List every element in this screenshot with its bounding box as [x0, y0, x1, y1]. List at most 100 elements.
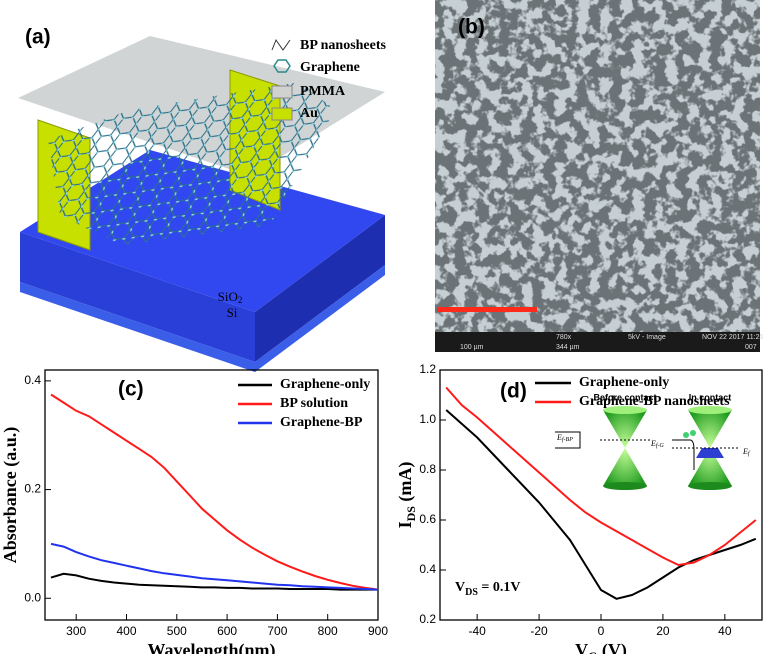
label-part: G	[588, 649, 597, 654]
pmma-icon	[271, 85, 293, 99]
label-part: (V)	[597, 640, 627, 654]
x-tick-label: 600	[217, 624, 237, 638]
y-tick-label: 0.2	[24, 482, 41, 496]
legend-text: Graphene-BP	[280, 415, 363, 430]
x-tick-label: 300	[66, 624, 86, 638]
electron	[690, 430, 696, 436]
inset-text: In contact	[689, 392, 732, 402]
cone-top	[688, 406, 732, 414]
sub: f-BP	[562, 436, 573, 443]
label-part: V	[575, 640, 588, 654]
y-tick-label: 0.4	[24, 373, 41, 387]
y-tick-label: 1.2	[419, 362, 436, 376]
x-tick-label: 400	[116, 624, 136, 638]
slab-right	[255, 215, 385, 362]
info-text: 5kV - Image	[628, 334, 666, 341]
panel-label: (b)	[458, 16, 485, 39]
sub: f	[748, 450, 751, 457]
x-tick-label: 800	[318, 624, 338, 638]
device-schematic: SiO2 Si (a) BP nanosheets Graphene PMMA …	[18, 26, 387, 372]
legend-text: PMMA	[300, 84, 346, 99]
panel-label: (c)	[118, 378, 144, 401]
plot-frame	[44, 369, 379, 621]
inset-text: Before contact	[593, 392, 656, 402]
y-tick-label: 0.2	[419, 612, 436, 626]
info-text: 344 µm	[556, 344, 580, 351]
cone	[603, 410, 647, 486]
legend-text: BP solution	[280, 396, 348, 411]
label-part: DS	[404, 506, 418, 522]
band-inset: Before contact In contact Ef-BP Ef-G Ef	[555, 392, 751, 490]
label-part: I	[395, 521, 415, 528]
sub: f-G	[656, 442, 665, 449]
inset-text: Ef-BP	[556, 433, 573, 444]
label-part: (mA)	[395, 462, 416, 506]
graphene-icon	[273, 59, 291, 73]
label-part: = 0.1V	[478, 580, 521, 595]
panel-label: (a)	[25, 26, 51, 49]
depletion	[696, 448, 724, 458]
x-tick-label: 20	[656, 624, 670, 638]
info-text: NOV 22 2017 11:25	[702, 334, 763, 341]
x-tick-label: -40	[468, 624, 486, 638]
inset-text: Ef-G	[650, 439, 665, 450]
bp-box	[555, 431, 581, 449]
x-axis-label: Wavelength(nm)	[148, 640, 276, 654]
x-tick-label: 700	[267, 624, 287, 638]
annotation: VDS = 0.1V	[455, 580, 521, 598]
panel-label: (d)	[500, 380, 527, 403]
sio2-sub: 2	[238, 295, 243, 305]
bp-icon	[271, 38, 291, 51]
data-line	[50, 393, 379, 591]
info-text: 007	[745, 344, 757, 351]
cone-top	[603, 406, 647, 414]
si-layer	[20, 265, 385, 372]
scale-bar	[437, 307, 537, 312]
band-bend	[672, 439, 695, 470]
axis-label: IDS (mA)	[395, 462, 418, 529]
x-tick-label: 500	[167, 624, 187, 638]
data-line	[445, 386, 757, 567]
y-axis-label: Absorbance (a.u.)	[0, 427, 21, 564]
x-tick-label: -20	[530, 624, 548, 638]
y-tick-label: 0.0	[24, 590, 41, 604]
y-tick-label: 1.0	[419, 412, 436, 426]
graphene	[48, 82, 335, 245]
e: E	[650, 439, 656, 448]
y-tick-label: 0.8	[419, 462, 436, 476]
info-text: 100 µm	[460, 344, 484, 351]
inset-text: Ef	[742, 447, 751, 458]
legend-text: BP nanosheets	[300, 38, 387, 53]
y-tick-label: 0.6	[419, 512, 436, 526]
cone	[688, 410, 732, 486]
sio2-text: SiO	[218, 289, 238, 304]
legend-text: Graphene-BP nanosheets	[579, 394, 730, 409]
data-line	[50, 572, 378, 591]
au-icon	[271, 107, 293, 121]
x-tick-label: 0	[598, 624, 605, 638]
legend-text: Graphene-only	[280, 377, 370, 392]
legend-text: Graphene-only	[579, 375, 669, 390]
data-line	[50, 542, 379, 591]
electron	[683, 432, 689, 438]
label-part: V	[455, 580, 465, 595]
axis-label: VG (V)	[575, 640, 627, 654]
cone-bottom	[603, 482, 647, 490]
x-tick-label: 40	[718, 624, 732, 638]
legend-text: Au	[300, 106, 318, 121]
sem-texture	[435, 0, 760, 332]
y-tick-label: 0.4	[419, 562, 436, 576]
info-bar	[435, 332, 760, 352]
e: E	[556, 433, 562, 442]
label-part: DS	[465, 587, 478, 598]
si-label: Si	[227, 305, 238, 320]
cone-bottom	[688, 482, 732, 490]
sio2-label: SiO2	[218, 289, 243, 305]
sem-image: 100 µm 780x 344 µm 5kV - Image NOV 22 20…	[435, 0, 763, 352]
e: E	[742, 447, 748, 456]
legend-text: Graphene	[300, 60, 360, 75]
x-tick-label: 900	[368, 624, 388, 638]
slab-left	[20, 232, 255, 362]
info-text: 780x	[556, 334, 572, 341]
